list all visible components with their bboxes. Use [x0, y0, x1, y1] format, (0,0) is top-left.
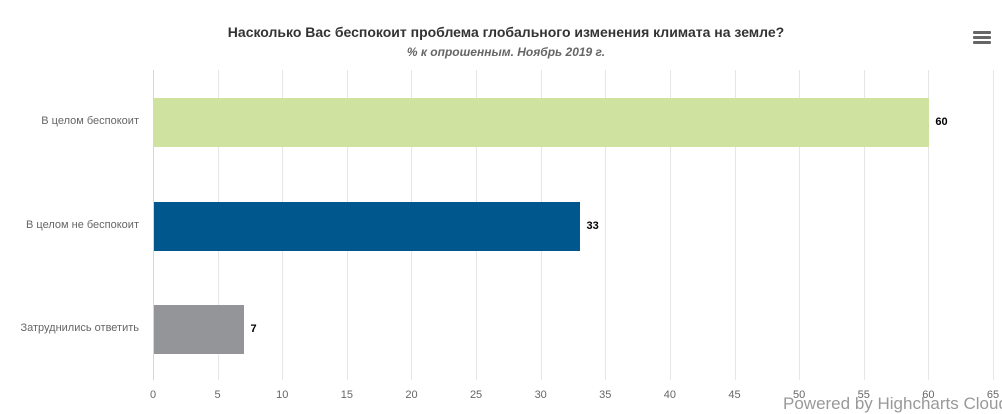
x-axis-tick-label: 30 [534, 389, 547, 401]
x-axis-tick-label: 55 [857, 389, 870, 401]
x-axis-tick-label: 0 [149, 389, 157, 401]
x-axis-tick-label: 40 [663, 389, 677, 401]
bar-value-label: 33 [586, 220, 599, 232]
x-axis-tick-label: 35 [599, 389, 612, 401]
bar[interactable] [154, 98, 930, 147]
grid-line [734, 70, 736, 380]
x-axis-tick-label: 60 [922, 389, 935, 401]
bar[interactable] [154, 202, 581, 251]
grid-line [993, 70, 994, 380]
hamburger-menu-icon[interactable] [973, 31, 991, 45]
bar-value-label: 7 [250, 323, 257, 335]
x-axis-tick-label: 15 [340, 389, 353, 401]
grid-line [605, 70, 607, 380]
category-label: В целом не беспокоит [26, 219, 139, 231]
x-axis-tick-label: 20 [405, 389, 418, 401]
category-label: В целом беспокоит [41, 115, 139, 127]
grid-line [669, 70, 671, 380]
x-axis-tick-label: 10 [276, 389, 289, 401]
x-axis-tick-label: 25 [469, 389, 483, 401]
plot-area: 60 33 7 [153, 70, 994, 380]
grid-line [928, 70, 930, 380]
y-axis-line [153, 70, 154, 380]
bar-value-label: 60 [935, 116, 948, 128]
credits-link[interactable]: Powered by Highcharts Cloud [783, 394, 1002, 413]
x-axis-tick-label: 45 [728, 389, 741, 401]
grid-line [799, 70, 801, 380]
x-axis-tick-label: 65 [986, 389, 1000, 401]
chart-subtitle: % к опрошенным. Ноябрь 2019 г. [406, 45, 606, 59]
chart-title: Насколько Вас беспокоит проблема глобаль… [227, 24, 785, 40]
category-label: Затруднились ответить [20, 322, 139, 334]
bar[interactable] [154, 305, 245, 354]
x-axis-tick-label: 50 [793, 389, 806, 401]
grid-line [863, 70, 865, 380]
x-axis-tick-label: 5 [214, 389, 221, 401]
